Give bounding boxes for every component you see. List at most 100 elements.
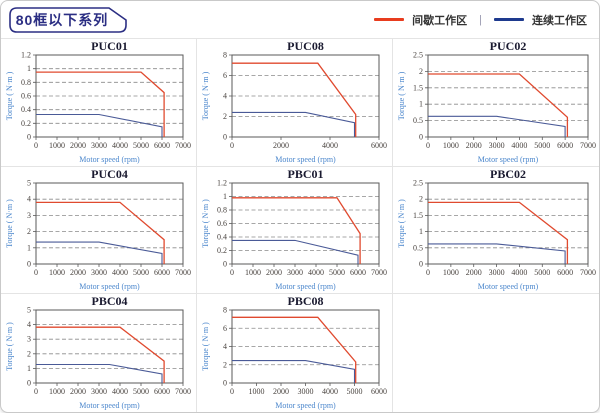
x-tick-label: 0 [34, 387, 38, 396]
x-axis-label: Motor speed (rpm) [275, 401, 336, 410]
x-tick-label: 1000 [245, 268, 261, 277]
chart-title: PBC08 [288, 294, 324, 308]
x-tick-label: 4000 [112, 387, 128, 396]
x-tick-label: 4000 [322, 141, 338, 150]
x-tick-label: 6000 [371, 387, 387, 396]
y-tick-label: 4 [223, 342, 227, 351]
x-axis-label: Motor speed (rpm) [478, 155, 539, 164]
x-tick-label: 7000 [175, 268, 191, 277]
charts-grid: PUC01 0 0.2 0.4 0.6 0.8 1 1.2 0 1000 2000 3000 4000 5… [1, 38, 599, 412]
x-axis-label: Motor speed (rpm) [79, 282, 140, 291]
continuous-zone-line [428, 243, 566, 264]
y-axis-label: Torque ( N·m ) [397, 199, 406, 248]
x-tick-label: 0 [426, 141, 430, 150]
y-tick-label: 0 [223, 260, 227, 269]
x-tick-label: 6000 [154, 268, 170, 277]
x-tick-label: 7000 [175, 141, 191, 150]
chart-title: PUC02 [490, 39, 527, 53]
y-tick-label: 2 [419, 195, 423, 204]
chart-title: PBC02 [490, 167, 526, 181]
x-tick-label: 1000 [49, 387, 65, 396]
y-tick-label: 1.5 [413, 83, 423, 92]
intermittent-zone-line [36, 326, 165, 383]
chart-PBC01: PBC01 0 0.2 0.4 0.6 0.8 1 1.2 0 1000 2000 3000 4000 5… [201, 167, 387, 291]
x-tick-label: 4000 [322, 387, 338, 396]
y-tick-label: 0 [419, 133, 423, 142]
chart-title: PUC08 [287, 39, 324, 53]
x-tick-label: 2000 [273, 141, 289, 150]
x-tick-label: 5000 [329, 268, 345, 277]
x-tick-label: 4000 [511, 141, 527, 150]
x-tick-label: 4000 [511, 268, 527, 277]
y-tick-label: 1 [419, 100, 423, 109]
y-tick-label: 1 [419, 227, 423, 236]
y-tick-label: 0.2 [21, 119, 31, 128]
x-tick-label: 1000 [443, 268, 459, 277]
x-axis-label: Motor speed (rpm) [79, 155, 140, 164]
y-tick-label: 0 [223, 379, 227, 388]
intermittent-zone-line [36, 201, 165, 264]
plot-frame [427, 182, 589, 265]
y-tick-label: 1.2 [21, 51, 31, 60]
x-tick-label: 7000 [175, 387, 191, 396]
y-tick-label: 0.4 [217, 233, 227, 242]
y-tick-label: 0 [223, 133, 227, 142]
y-tick-label: 4 [223, 92, 227, 101]
x-tick-label: 2000 [466, 268, 482, 277]
x-axis-label: Motor speed (rpm) [79, 401, 140, 410]
chart-PUC02: PUC02 0 0.5 1 1.5 2 2.5 0 1000 2000 3000 4000 5000 60… [397, 39, 596, 164]
chart-PUC01: PUC01 0 0.2 0.4 0.6 0.8 1 1.2 0 1000 2000 3000 4000 5… [5, 39, 191, 164]
x-tick-label: 2000 [70, 141, 86, 150]
x-tick-label: 7000 [580, 268, 596, 277]
x-tick-label: 4000 [112, 268, 128, 277]
x-tick-label: 3000 [91, 387, 107, 396]
x-tick-label: 6000 [557, 268, 573, 277]
continuous-zone-line [232, 360, 356, 383]
series-title-badge: 80框以下系列 [9, 6, 127, 33]
x-tick-label: 5000 [133, 387, 149, 396]
x-tick-label: 1000 [49, 268, 65, 277]
chart-PUC08: PUC08 0 2 4 6 8 0 2000 4000 6000 Motor speed (rpm)… [201, 39, 387, 164]
chart-cell-puc08: PUC08 0 2 4 6 8 0 2000 4000 6000 Motor speed (rpm)… [197, 39, 393, 167]
y-tick-label: 6 [223, 71, 227, 80]
y-tick-label: 0 [27, 379, 31, 388]
chart-cell-puc02: PUC02 0 0.5 1 1.5 2 2.5 0 1000 2000 3000 4000 5000 60… [393, 39, 599, 167]
y-tick-label: 2 [419, 67, 423, 76]
x-tick-label: 5000 [347, 387, 363, 396]
intermittent-zone-line [428, 201, 569, 264]
x-tick-label: 4000 [112, 141, 128, 150]
y-tick-label: 1.5 [413, 211, 423, 220]
chart-PBC08: PBC08 0 2 4 6 8 0 1000 2000 3000 4000 5000 6000 Motor… [201, 294, 387, 410]
y-tick-label: 0.8 [21, 78, 31, 87]
x-tick-label: 2000 [70, 387, 86, 396]
x-tick-label: 5000 [534, 141, 550, 150]
chart-title: PUC04 [91, 167, 128, 181]
y-tick-label: 0.4 [21, 105, 31, 114]
x-tick-label: 1000 [249, 387, 265, 396]
y-tick-label: 1 [223, 192, 227, 201]
x-tick-label: 2000 [273, 387, 289, 396]
y-tick-label: 0.2 [217, 246, 227, 255]
x-tick-label: 0 [34, 141, 38, 150]
continuous-zone-line [36, 363, 163, 383]
series-title: 80框以下系列 [15, 11, 109, 28]
chart-title: PBC01 [288, 167, 324, 181]
x-tick-label: 3000 [298, 387, 314, 396]
y-tick-label: 2.5 [413, 51, 423, 60]
y-tick-label: 5 [27, 179, 31, 188]
y-tick-label: 8 [223, 306, 227, 315]
y-tick-label: 0 [27, 260, 31, 269]
chart-cell-pbc08: PBC08 0 2 4 6 8 0 1000 2000 3000 4000 5000 6000 Motor… [197, 294, 393, 412]
y-tick-label: 2.5 [413, 179, 423, 188]
x-tick-label: 0 [230, 268, 234, 277]
y-tick-label: 3 [27, 211, 31, 220]
x-tick-label: 3000 [287, 268, 303, 277]
y-tick-label: 5 [27, 306, 31, 315]
y-tick-label: 0.6 [21, 92, 31, 101]
y-axis-label: Torque ( N·m ) [201, 199, 210, 248]
plot-frame [35, 309, 184, 384]
y-tick-label: 4 [27, 320, 31, 329]
x-tick-label: 0 [34, 268, 38, 277]
x-tick-label: 6000 [350, 268, 366, 277]
